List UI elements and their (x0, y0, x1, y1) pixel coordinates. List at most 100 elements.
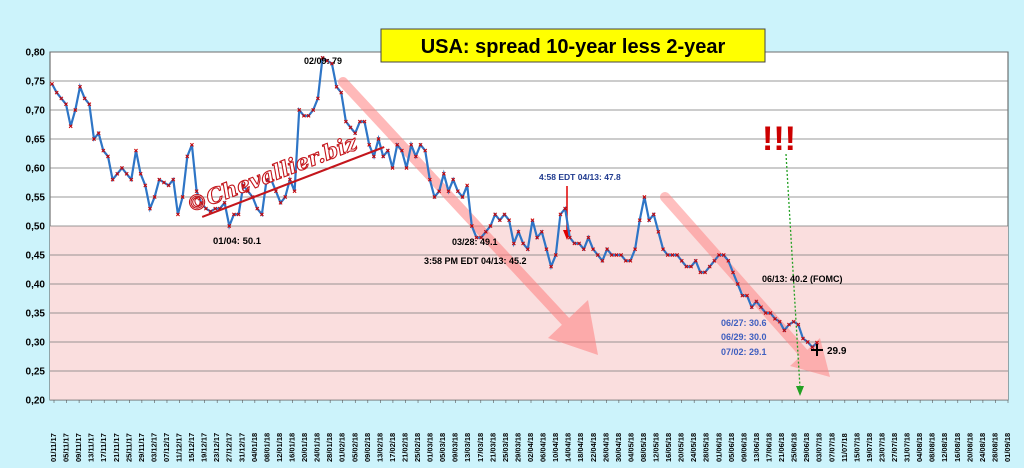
data-point (138, 171, 143, 176)
data-point (525, 247, 530, 252)
gridlines (50, 51, 1008, 401)
x-tick-label: 04/08/18 (915, 433, 924, 462)
data-point (805, 340, 810, 344)
annotation-label: 4:58 EDT 04/13: 47.8 (539, 172, 621, 182)
x-tick-label: 24/05/18 (689, 433, 698, 462)
data-point (502, 212, 507, 217)
x-tick-label: 23/07/18 (877, 433, 886, 462)
data-point (773, 316, 777, 321)
x-tick-label: 29/06/18 (802, 433, 811, 462)
annotation-label: 3:58 PM EDT 04/13: 45.2 (424, 256, 527, 266)
data-point (595, 253, 600, 257)
data-point (465, 183, 470, 188)
data-point (241, 183, 246, 188)
data-point (231, 212, 236, 217)
data-point (740, 293, 745, 298)
data-point (362, 119, 367, 124)
data-point (483, 229, 488, 234)
data-point (796, 322, 801, 327)
data-point (143, 183, 148, 188)
data-point (600, 258, 605, 263)
x-tick-label: 13/02/18 (375, 433, 384, 462)
data-point (479, 235, 484, 240)
data-point (437, 189, 442, 194)
x-tick-label: 09/06/18 (739, 433, 748, 462)
x-tick-label: 04/01/18 (250, 433, 259, 462)
data-point (693, 258, 698, 263)
data-point (329, 61, 334, 66)
data-point (367, 142, 372, 147)
annotation-label: 06/29: 30.0 (721, 332, 767, 342)
data-point (763, 311, 768, 315)
data-point (759, 305, 763, 310)
x-tick-label: 27/07/18 (890, 433, 899, 462)
data-point (707, 264, 712, 269)
x-tick-label: 01/03/18 (426, 433, 435, 462)
data-point (222, 200, 227, 205)
x-tick-label: 28/08/18 (990, 433, 999, 462)
x-tick-label: 13/11/17 (87, 433, 96, 462)
y-tick-label: 0,50 (26, 222, 46, 233)
data-point (278, 200, 283, 205)
data-point (815, 340, 819, 345)
x-tick-label: 11/12/17 (175, 433, 184, 462)
data-point (236, 212, 241, 217)
data-point (451, 177, 456, 182)
data-point (87, 102, 92, 107)
x-tick-label: 26/04/18 (601, 433, 610, 462)
x-tick-label: 29/03/18 (513, 433, 522, 462)
x-tick-label: 19/12/17 (200, 433, 209, 462)
x-tick-label: 25/06/18 (790, 433, 799, 462)
x-tick-label: 17/03/18 (476, 433, 485, 462)
y-tick-label: 0,80 (26, 48, 46, 59)
x-tick-label: 12/08/18 (940, 433, 949, 462)
data-point (549, 264, 554, 269)
x-tick-label: 25/11/17 (124, 433, 133, 462)
data-point (129, 177, 134, 182)
data-point (637, 218, 642, 223)
data-point (675, 253, 680, 257)
x-tick-label: 09/03/18 (451, 433, 460, 462)
data-point (609, 253, 614, 257)
data-point (726, 258, 731, 263)
data-point (68, 124, 73, 129)
x-tick-label: 02/04/18 (526, 433, 535, 462)
y-tick-label: 0,60 (26, 164, 46, 175)
data-point (642, 195, 647, 199)
data-point (469, 224, 474, 228)
x-tick-label: 07/12/17 (162, 433, 171, 462)
data-point (754, 299, 759, 304)
data-point (297, 108, 302, 112)
data-point (189, 142, 194, 147)
x-tick-label: 20/08/18 (965, 433, 974, 462)
y-tick-label: 0,30 (26, 338, 46, 349)
x-tick-label: 04/05/18 (626, 433, 635, 462)
x-tick-label: 24/01/18 (313, 433, 322, 462)
x-tick-label: 31/12/17 (237, 433, 246, 462)
data-point (679, 258, 684, 263)
data-point (460, 195, 465, 199)
title-box (380, 28, 766, 63)
trend-arrow-large (338, 77, 598, 355)
data-point (623, 258, 628, 263)
data-point (385, 148, 390, 153)
data-point (497, 218, 502, 223)
x-tick-label: 31/07/18 (903, 433, 912, 462)
x-tick-label: 19/07/18 (865, 433, 874, 462)
data-point (577, 241, 582, 246)
x-tick-label: 24/08/18 (978, 433, 987, 462)
data-point (404, 166, 409, 170)
x-tick-label: 16/08/18 (953, 433, 962, 462)
data-point (399, 148, 404, 153)
x-tick-label: 16/01/18 (288, 433, 297, 462)
x-tick-label: 28/01/18 (325, 433, 334, 462)
data-point (586, 235, 591, 240)
data-point (325, 58, 330, 63)
y-tick-label: 0,25 (26, 367, 46, 378)
data-point (96, 131, 101, 136)
x-tick-label: 08/05/18 (639, 433, 648, 462)
data-point (801, 336, 805, 341)
x-tick-label: 14/04/18 (564, 433, 573, 462)
